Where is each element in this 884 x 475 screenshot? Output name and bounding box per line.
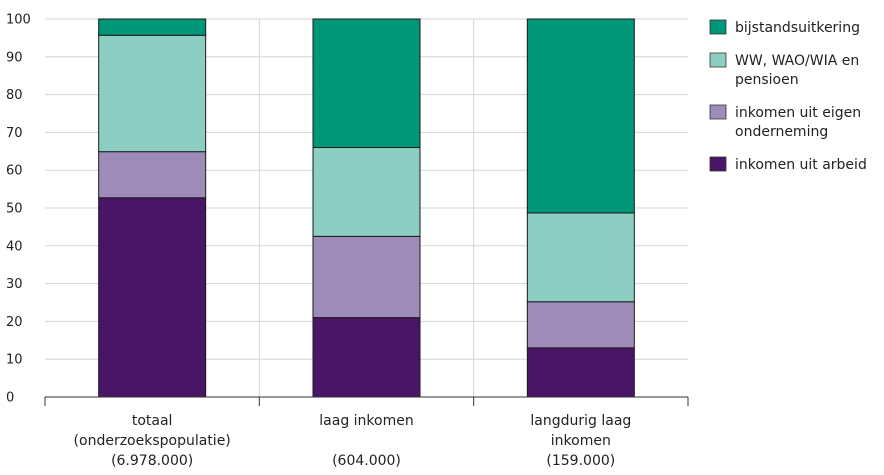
legend-label: pensioen [735, 72, 799, 88]
y-tick-label: 20 [6, 315, 23, 330]
x-category-label: (onderzoekspopulatie) [74, 433, 231, 449]
y-tick-label: 100 [6, 13, 31, 28]
y-tick-label: 0 [6, 391, 14, 406]
bar-segment [312, 317, 421, 398]
bar-segment [312, 235, 421, 319]
x-category-label: (159.000) [546, 453, 615, 469]
x-category-label: (6.978.000) [111, 453, 193, 469]
bar-segment [526, 301, 635, 349]
x-axis-labels: totaal (onderzoekspopulatie) (6.978.000) la… [74, 413, 632, 469]
legend-label: WW, WAO/WIA en [735, 53, 859, 69]
legend-label: onderneming [735, 124, 828, 140]
x-category-label: totaal [132, 413, 173, 429]
y-axis-ticks: 0 10 20 30 40 50 60 70 80 90 100 [6, 13, 31, 406]
y-tick-label: 60 [6, 164, 23, 179]
legend-label: inkomen uit eigen [735, 105, 861, 121]
x-category-label: (604.000) [332, 453, 401, 469]
bar-segment [312, 147, 421, 237]
legend-swatch [709, 19, 727, 35]
y-tick-label: 50 [6, 202, 23, 217]
legend-label: bijstandsuitkering [735, 20, 860, 36]
y-tick-label: 80 [6, 88, 23, 103]
bar-segment [526, 212, 635, 303]
bar-segment [98, 151, 207, 199]
y-tick-label: 10 [6, 353, 23, 368]
y-tick-label: 40 [6, 239, 23, 254]
x-category-label: laag inkomen [319, 413, 413, 429]
x-axis [44, 396, 689, 406]
legend-swatch [709, 156, 727, 172]
y-tick-label: 30 [6, 277, 23, 292]
x-category-label: inkomen [551, 433, 611, 449]
legend-swatch [709, 52, 727, 68]
legend-swatch [709, 104, 727, 120]
bar-segment [98, 34, 207, 153]
bar-segment [312, 18, 421, 149]
legend-label: inkomen uit arbeid [735, 157, 867, 173]
bar-segment [526, 347, 635, 398]
legend: bijstandsuitkering WW, WAO/WIA en pensioen… [709, 19, 867, 173]
bars [98, 18, 635, 398]
bar-segment [526, 18, 635, 214]
bar-segment [98, 18, 207, 36]
bar-segment [98, 197, 207, 398]
x-category-label: langdurig laag [530, 413, 631, 429]
y-tick-label: 90 [6, 50, 23, 65]
y-tick-label: 70 [6, 126, 23, 141]
